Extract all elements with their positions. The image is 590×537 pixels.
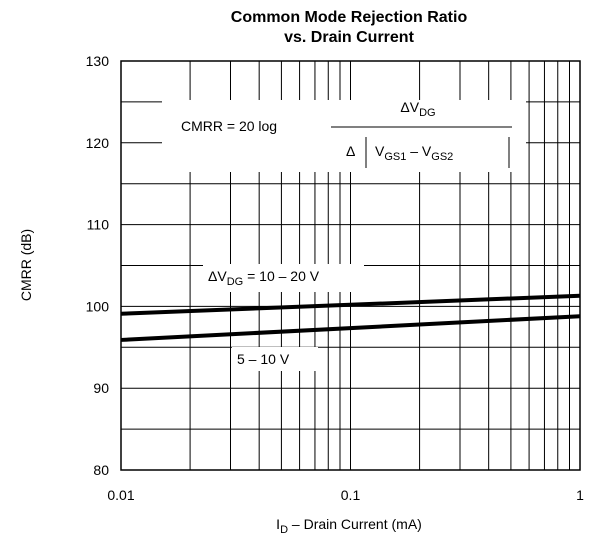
y-tick-label: 110 [87, 217, 110, 233]
series-label-lower: 5 – 10 V [237, 351, 290, 367]
label-upper-background [203, 264, 364, 292]
chart-subtitle: vs. Drain Current [284, 29, 414, 46]
x-tick-label: 1 [576, 487, 584, 503]
y-tick-labels: 80 90 100 110 120 130 [86, 53, 110, 478]
y-axis-label: CMRR (dB) [18, 229, 34, 301]
formula-denominator: VGS1 – VGS2 [375, 143, 453, 163]
formula-lhs: CMRR = 20 log [181, 118, 277, 134]
y-tick-label: 100 [86, 298, 110, 314]
formula-box-background [162, 100, 526, 172]
x-axis-label-subscript: D [280, 524, 288, 536]
formula-numerator-subscript: DG [419, 107, 436, 119]
x-tick-label: 0.1 [341, 487, 361, 503]
series-line-2 [120, 314, 581, 342]
series-label-upper-rest: = 10 – 20 V [243, 268, 320, 284]
series-label-upper-main: ΔV [208, 268, 227, 284]
plot-frame [120, 60, 581, 471]
series-label-upper: ΔVDG = 10 – 20 V [208, 268, 320, 288]
formula-denominator-term1-subscript: GS1 [384, 151, 406, 163]
y-tick-label: 80 [93, 462, 109, 478]
y-tick-label: 130 [86, 53, 110, 69]
y-tick-label: 120 [86, 135, 110, 151]
formula-denominator-term1: V [375, 143, 385, 159]
x-axis-label-main: I [276, 516, 280, 532]
series-layer [120, 293, 581, 342]
formula-numerator-main: ΔV [400, 99, 419, 115]
formula-denominator-minus: – V [406, 143, 432, 159]
label-lower-background [232, 347, 318, 371]
series-line-1 [120, 293, 581, 316]
x-tick-label: 0.01 [107, 487, 134, 503]
frame-layer [120, 60, 581, 471]
annotation-background-layer [162, 100, 526, 371]
chart-title: Common Mode Rejection Ratio [231, 9, 468, 26]
series-label-upper-subscript: DG [227, 276, 244, 288]
formula-denominator-term2-subscript: GS2 [431, 151, 453, 163]
formula-numerator: ΔVDG [400, 99, 435, 119]
x-tick-labels: 0.01 0.1 1 [107, 487, 584, 503]
x-axis-label-rest: – Drain Current (mA) [288, 516, 422, 532]
x-axis-label: ID – Drain Current (mA) [276, 516, 422, 536]
y-tick-label: 90 [93, 380, 109, 396]
formula-denominator-delta: Δ [346, 143, 355, 159]
